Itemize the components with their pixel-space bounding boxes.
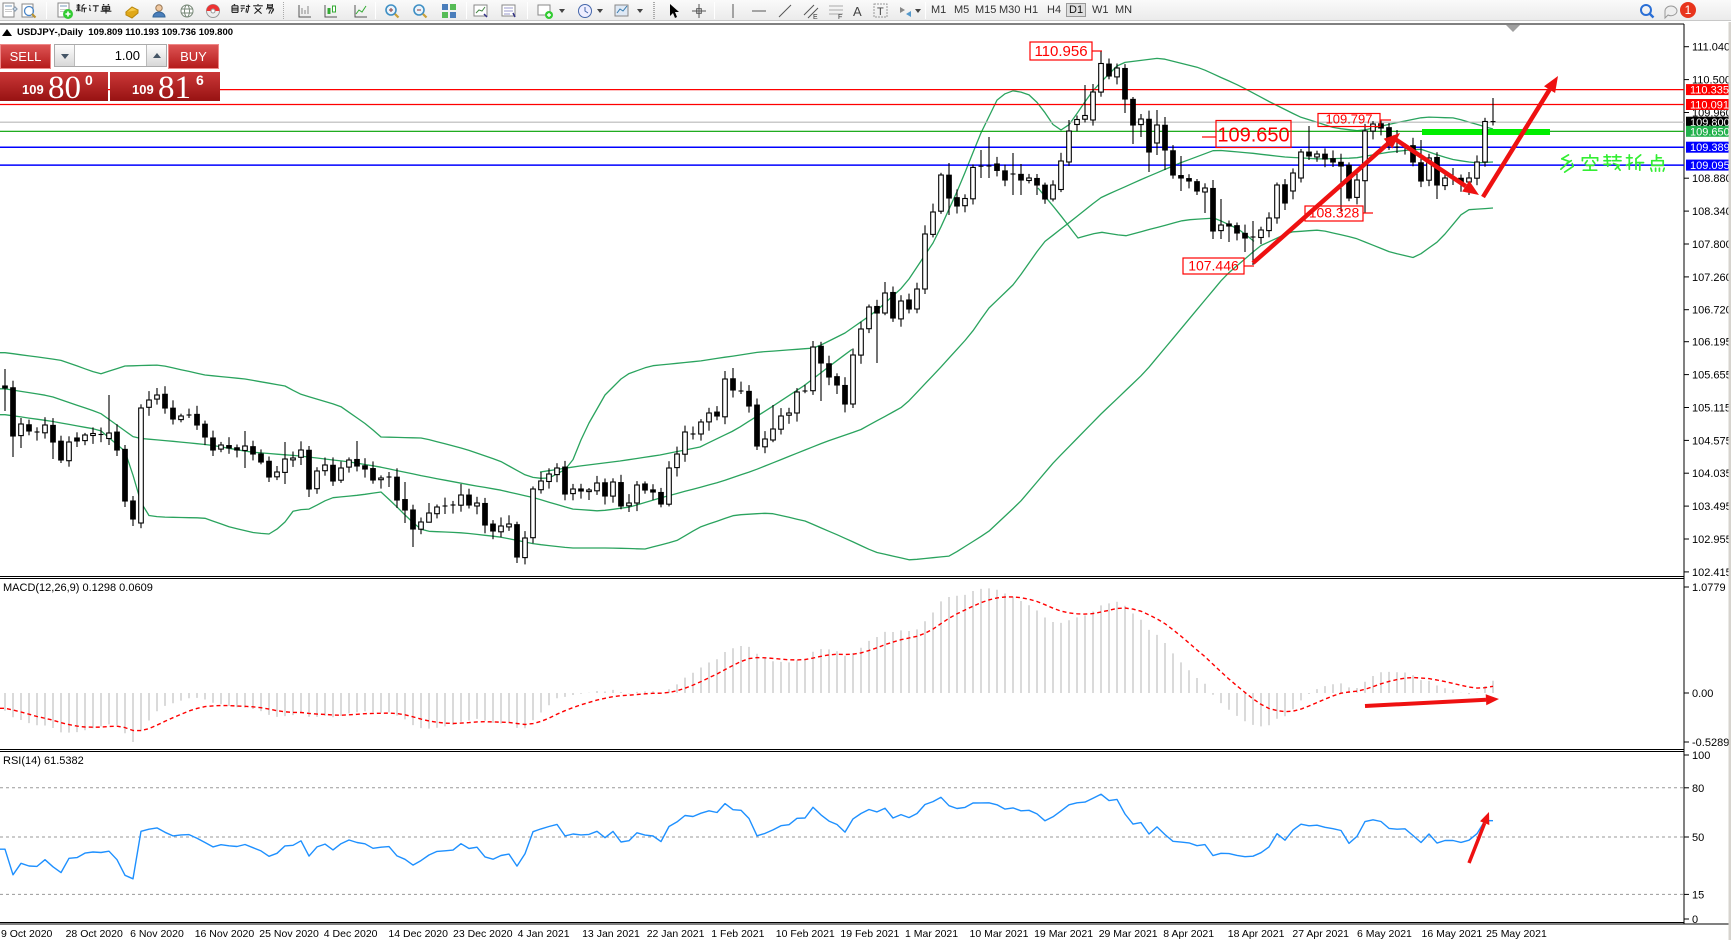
svg-text:109.650: 109.650: [1217, 125, 1289, 147]
svg-text:E: E: [813, 14, 818, 20]
svg-text:50: 50: [1692, 832, 1704, 844]
svg-text:107.800: 107.800: [1692, 239, 1731, 251]
svg-text:102.415: 102.415: [1692, 567, 1731, 579]
svg-text:106.195: 106.195: [1692, 337, 1731, 349]
svg-text:100: 100: [1692, 750, 1710, 762]
svg-text:109.389: 109.389: [1690, 142, 1730, 154]
svg-text:9 Oct 2020: 9 Oct 2020: [1, 928, 53, 940]
svg-text:18 Apr 2021: 18 Apr 2021: [1228, 928, 1285, 940]
svg-text:110.500: 110.500: [1692, 75, 1731, 87]
svg-text:1 Feb 2021: 1 Feb 2021: [711, 928, 764, 940]
svg-text:1 Mar 2021: 1 Mar 2021: [905, 928, 958, 940]
svg-text:25 May 2021: 25 May 2021: [1486, 928, 1547, 940]
svg-text:19 Feb 2021: 19 Feb 2021: [840, 928, 899, 940]
svg-text:MACD(12,26,9) 0.1298 0.0609: MACD(12,26,9) 0.1298 0.0609: [3, 582, 153, 594]
svg-text:1: 1: [1685, 3, 1692, 17]
svg-text:109.960: 109.960: [1692, 108, 1731, 120]
svg-text:107.446: 107.446: [1188, 258, 1239, 274]
svg-text:108.340: 108.340: [1692, 206, 1731, 218]
svg-text:110.335: 110.335: [1690, 85, 1729, 97]
svg-text:108.880: 108.880: [1692, 173, 1731, 185]
svg-text:105.655: 105.655: [1692, 370, 1731, 382]
svg-text:110.956: 110.956: [1034, 43, 1087, 60]
svg-text:16 May 2021: 16 May 2021: [1422, 928, 1483, 940]
svg-text:A: A: [853, 4, 862, 19]
svg-text:16 Nov 2020: 16 Nov 2020: [195, 928, 255, 940]
svg-text:6 Nov 2020: 6 Nov 2020: [130, 928, 184, 940]
svg-text:6 May 2021: 6 May 2021: [1357, 928, 1412, 940]
svg-text:8 Apr 2021: 8 Apr 2021: [1163, 928, 1214, 940]
svg-text:10 Feb 2021: 10 Feb 2021: [776, 928, 835, 940]
svg-text:109.095: 109.095: [1690, 160, 1730, 172]
svg-text:19 Mar 2021: 19 Mar 2021: [1034, 928, 1093, 940]
svg-text:104.575: 104.575: [1692, 435, 1731, 447]
svg-text:109.650: 109.650: [1690, 126, 1730, 138]
svg-text:13 Jan 2021: 13 Jan 2021: [582, 928, 640, 940]
svg-text:110.091: 110.091: [1690, 100, 1729, 112]
svg-text:109.797: 109.797: [1326, 112, 1373, 127]
svg-text:102.955: 102.955: [1692, 534, 1731, 546]
svg-text:111.040: 111.040: [1692, 42, 1730, 54]
svg-text:29 Mar 2021: 29 Mar 2021: [1099, 928, 1158, 940]
svg-text:RSI(14) 61.5382: RSI(14) 61.5382: [3, 755, 84, 767]
svg-text:28 Oct 2020: 28 Oct 2020: [66, 928, 123, 940]
svg-text:-0.5289: -0.5289: [1692, 737, 1729, 749]
svg-text:23 Dec 2020: 23 Dec 2020: [453, 928, 513, 940]
svg-text:F: F: [838, 14, 842, 20]
svg-text:10 Mar 2021: 10 Mar 2021: [970, 928, 1029, 940]
svg-text:14 Dec 2020: 14 Dec 2020: [388, 928, 448, 940]
svg-text:104.035: 104.035: [1692, 468, 1731, 480]
svg-text:108.328: 108.328: [1309, 205, 1360, 221]
svg-text:80: 80: [1692, 783, 1704, 795]
svg-text:103.495: 103.495: [1692, 501, 1731, 513]
svg-text:27 Apr 2021: 27 Apr 2021: [1292, 928, 1349, 940]
svg-text:1.0779: 1.0779: [1692, 582, 1726, 594]
svg-text:25 Nov 2020: 25 Nov 2020: [259, 928, 319, 940]
svg-text:105.115: 105.115: [1692, 403, 1731, 415]
svg-text:T: T: [877, 6, 884, 18]
svg-text:4 Dec 2020: 4 Dec 2020: [324, 928, 378, 940]
svg-text:4 Jan 2021: 4 Jan 2021: [518, 928, 570, 940]
svg-text:0: 0: [1692, 914, 1698, 926]
svg-text:107.260: 107.260: [1692, 272, 1731, 284]
svg-text:106.720: 106.720: [1692, 305, 1731, 317]
svg-text:22 Jan 2021: 22 Jan 2021: [647, 928, 705, 940]
svg-text:0.00: 0.00: [1692, 688, 1713, 700]
svg-text:15: 15: [1692, 889, 1704, 901]
